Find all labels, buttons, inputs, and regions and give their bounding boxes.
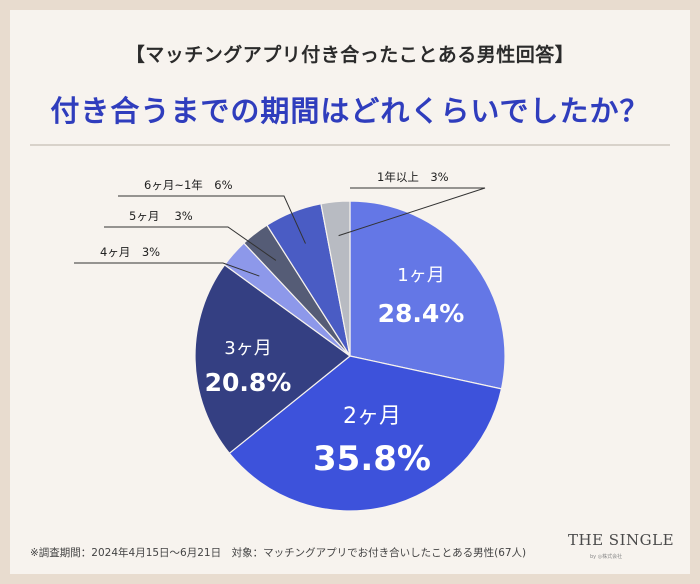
pie-slice-2 [228,355,503,512]
callout-label-4: 4ヶ月 3% [100,245,160,259]
header-divider [30,144,670,146]
header-title: 【マッチングアプリ付き合ったことある男性回答】 [125,44,575,66]
slice-value-3: 20.8% [205,368,292,397]
slice-label-1: 1ヶ月 [397,265,444,286]
callout-line-5 [104,226,277,261]
brand-logo-sub: by ◎株式会社 [590,554,623,560]
callout-line-4 [74,262,260,277]
pie-slice-7 [320,200,351,357]
callout-label-5: 5ヶ月 3% [129,209,193,223]
pie-slice-1 [349,200,506,390]
header-subtitle: 付き合うまでの期間はどれくらいでしたか？ [50,94,650,128]
callout-label-7: 1年以上 3% [377,170,449,184]
slice-label-3: 3ヶ月 [224,338,271,359]
slice-value-1: 28.4% [378,299,465,328]
pie-slice-3 [194,264,351,455]
callout-label-6: 6ヶ月~1年 6% [144,178,233,192]
callout-line-6 [118,195,306,244]
slice-label-2: 2ヶ月 [343,404,401,429]
slice-value-2: 35.8% [313,439,431,479]
survey-footnote: ※調査期間：2024年4月15日～6月21日 対象：マッチングアプリでお付き合い… [30,547,527,559]
callout-line-7 [338,187,486,237]
brand-logo: THE SINGLE [568,531,675,549]
